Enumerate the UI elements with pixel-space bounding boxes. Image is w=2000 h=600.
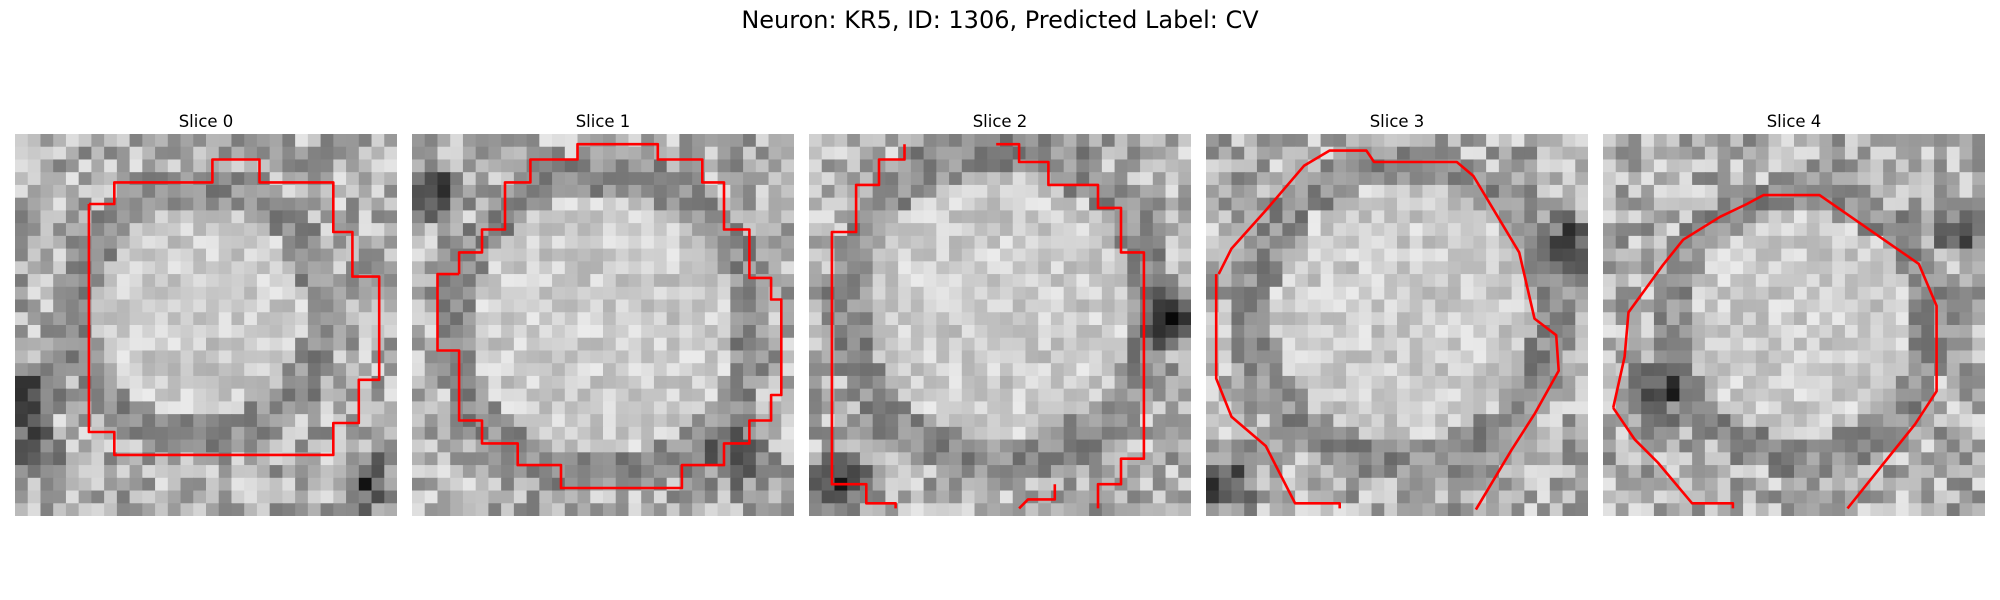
segmentation-contour xyxy=(830,144,906,509)
segmentation-contour xyxy=(1611,193,1938,510)
segmentation-contour xyxy=(87,158,381,457)
slice-image-3 xyxy=(1206,134,1588,516)
segmentation-contour xyxy=(1612,407,1735,509)
slice-title: Slice 1 xyxy=(575,112,631,131)
slice-title: Slice 2 xyxy=(972,112,1028,131)
slice-image-0 xyxy=(15,134,397,516)
slice-title: Slice 4 xyxy=(1766,112,1822,131)
slice-image-2 xyxy=(809,134,1191,516)
slice-panel-3: Slice 3 xyxy=(1206,110,1588,516)
segmentation-contour xyxy=(1217,149,1561,511)
segmentation-contour xyxy=(996,142,1146,509)
slice-panel-1: Slice 1 xyxy=(412,110,794,516)
segmentation-contour xyxy=(1018,484,1057,510)
slice-title: Slice 3 xyxy=(1369,112,1425,131)
slice-image-4 xyxy=(1603,134,1985,516)
slice-panel-4: Slice 4 xyxy=(1603,110,1985,516)
figure-title: Neuron: KR5, ID: 1306, Predicted Label: … xyxy=(741,6,1259,34)
segmentation-contour xyxy=(436,142,783,490)
slice-panel-0: Slice 0 xyxy=(15,110,397,516)
slice-panel-2: Slice 2 xyxy=(809,110,1191,516)
segmentation-contour xyxy=(1214,274,1341,509)
slice-image-1 xyxy=(412,134,794,516)
slice-title: Slice 0 xyxy=(178,112,234,131)
